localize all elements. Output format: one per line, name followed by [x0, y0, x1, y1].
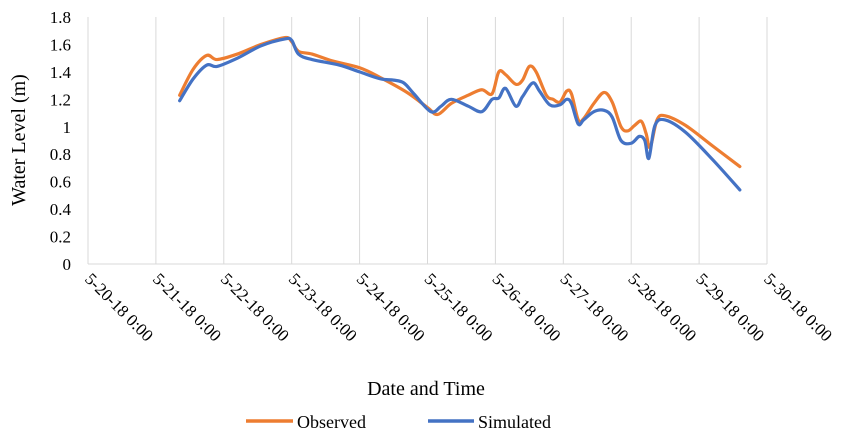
y-axis-title: Water Level (m) — [8, 74, 30, 206]
y-tick-label: 0.6 — [50, 173, 71, 192]
y-tick-label: 0.8 — [50, 145, 71, 164]
axes — [87, 17, 767, 265]
x-tick-label: 5-23-18 0:00 — [285, 269, 361, 345]
x-tick-label: 5-21-18 0:00 — [149, 269, 225, 345]
legend-label-observed: Observed — [297, 412, 366, 432]
series-lines — [178, 35, 742, 192]
legend: Observed Simulated — [246, 412, 551, 432]
x-tick-label: 5-25-18 0:00 — [421, 269, 497, 345]
x-tick-label: 5-28-18 0:00 — [624, 269, 700, 345]
x-tick-label: 5-20-18 0:00 — [81, 269, 157, 345]
series-line-simulated — [178, 36, 742, 192]
y-tick-label: 0.2 — [50, 228, 71, 247]
y-tick-label: 1 — [63, 118, 72, 137]
x-axis-title: Date and Time — [367, 378, 485, 400]
x-tick-labels: 5-20-18 0:005-21-18 0:005-22-18 0:005-23… — [81, 269, 836, 345]
x-tick-label: 5-27-18 0:00 — [556, 269, 632, 345]
x-tick-label: 5-26-18 0:00 — [489, 269, 565, 345]
legend-label-simulated: Simulated — [478, 412, 551, 432]
y-tick-label: 0 — [63, 255, 72, 274]
x-tick-label: 5-29-18 0:00 — [692, 269, 768, 345]
y-tick-label: 1.4 — [50, 63, 72, 82]
y-tick-label: 1.8 — [50, 8, 71, 27]
y-tick-labels: 0 0.2 0.4 0.6 0.8 1 1.2 1.4 1.6 1.8 — [50, 8, 72, 274]
x-tick-label: 5-30-18 0:00 — [760, 269, 836, 345]
x-tick-label: 5-22-18 0:00 — [217, 269, 293, 345]
y-tick-label: 1.2 — [50, 90, 71, 109]
y-tick-label: 0.4 — [50, 200, 72, 219]
x-tick-label: 5-24-18 0:00 — [353, 269, 429, 345]
y-tick-label: 1.6 — [50, 35, 71, 54]
grid-lines — [87, 17, 768, 264]
